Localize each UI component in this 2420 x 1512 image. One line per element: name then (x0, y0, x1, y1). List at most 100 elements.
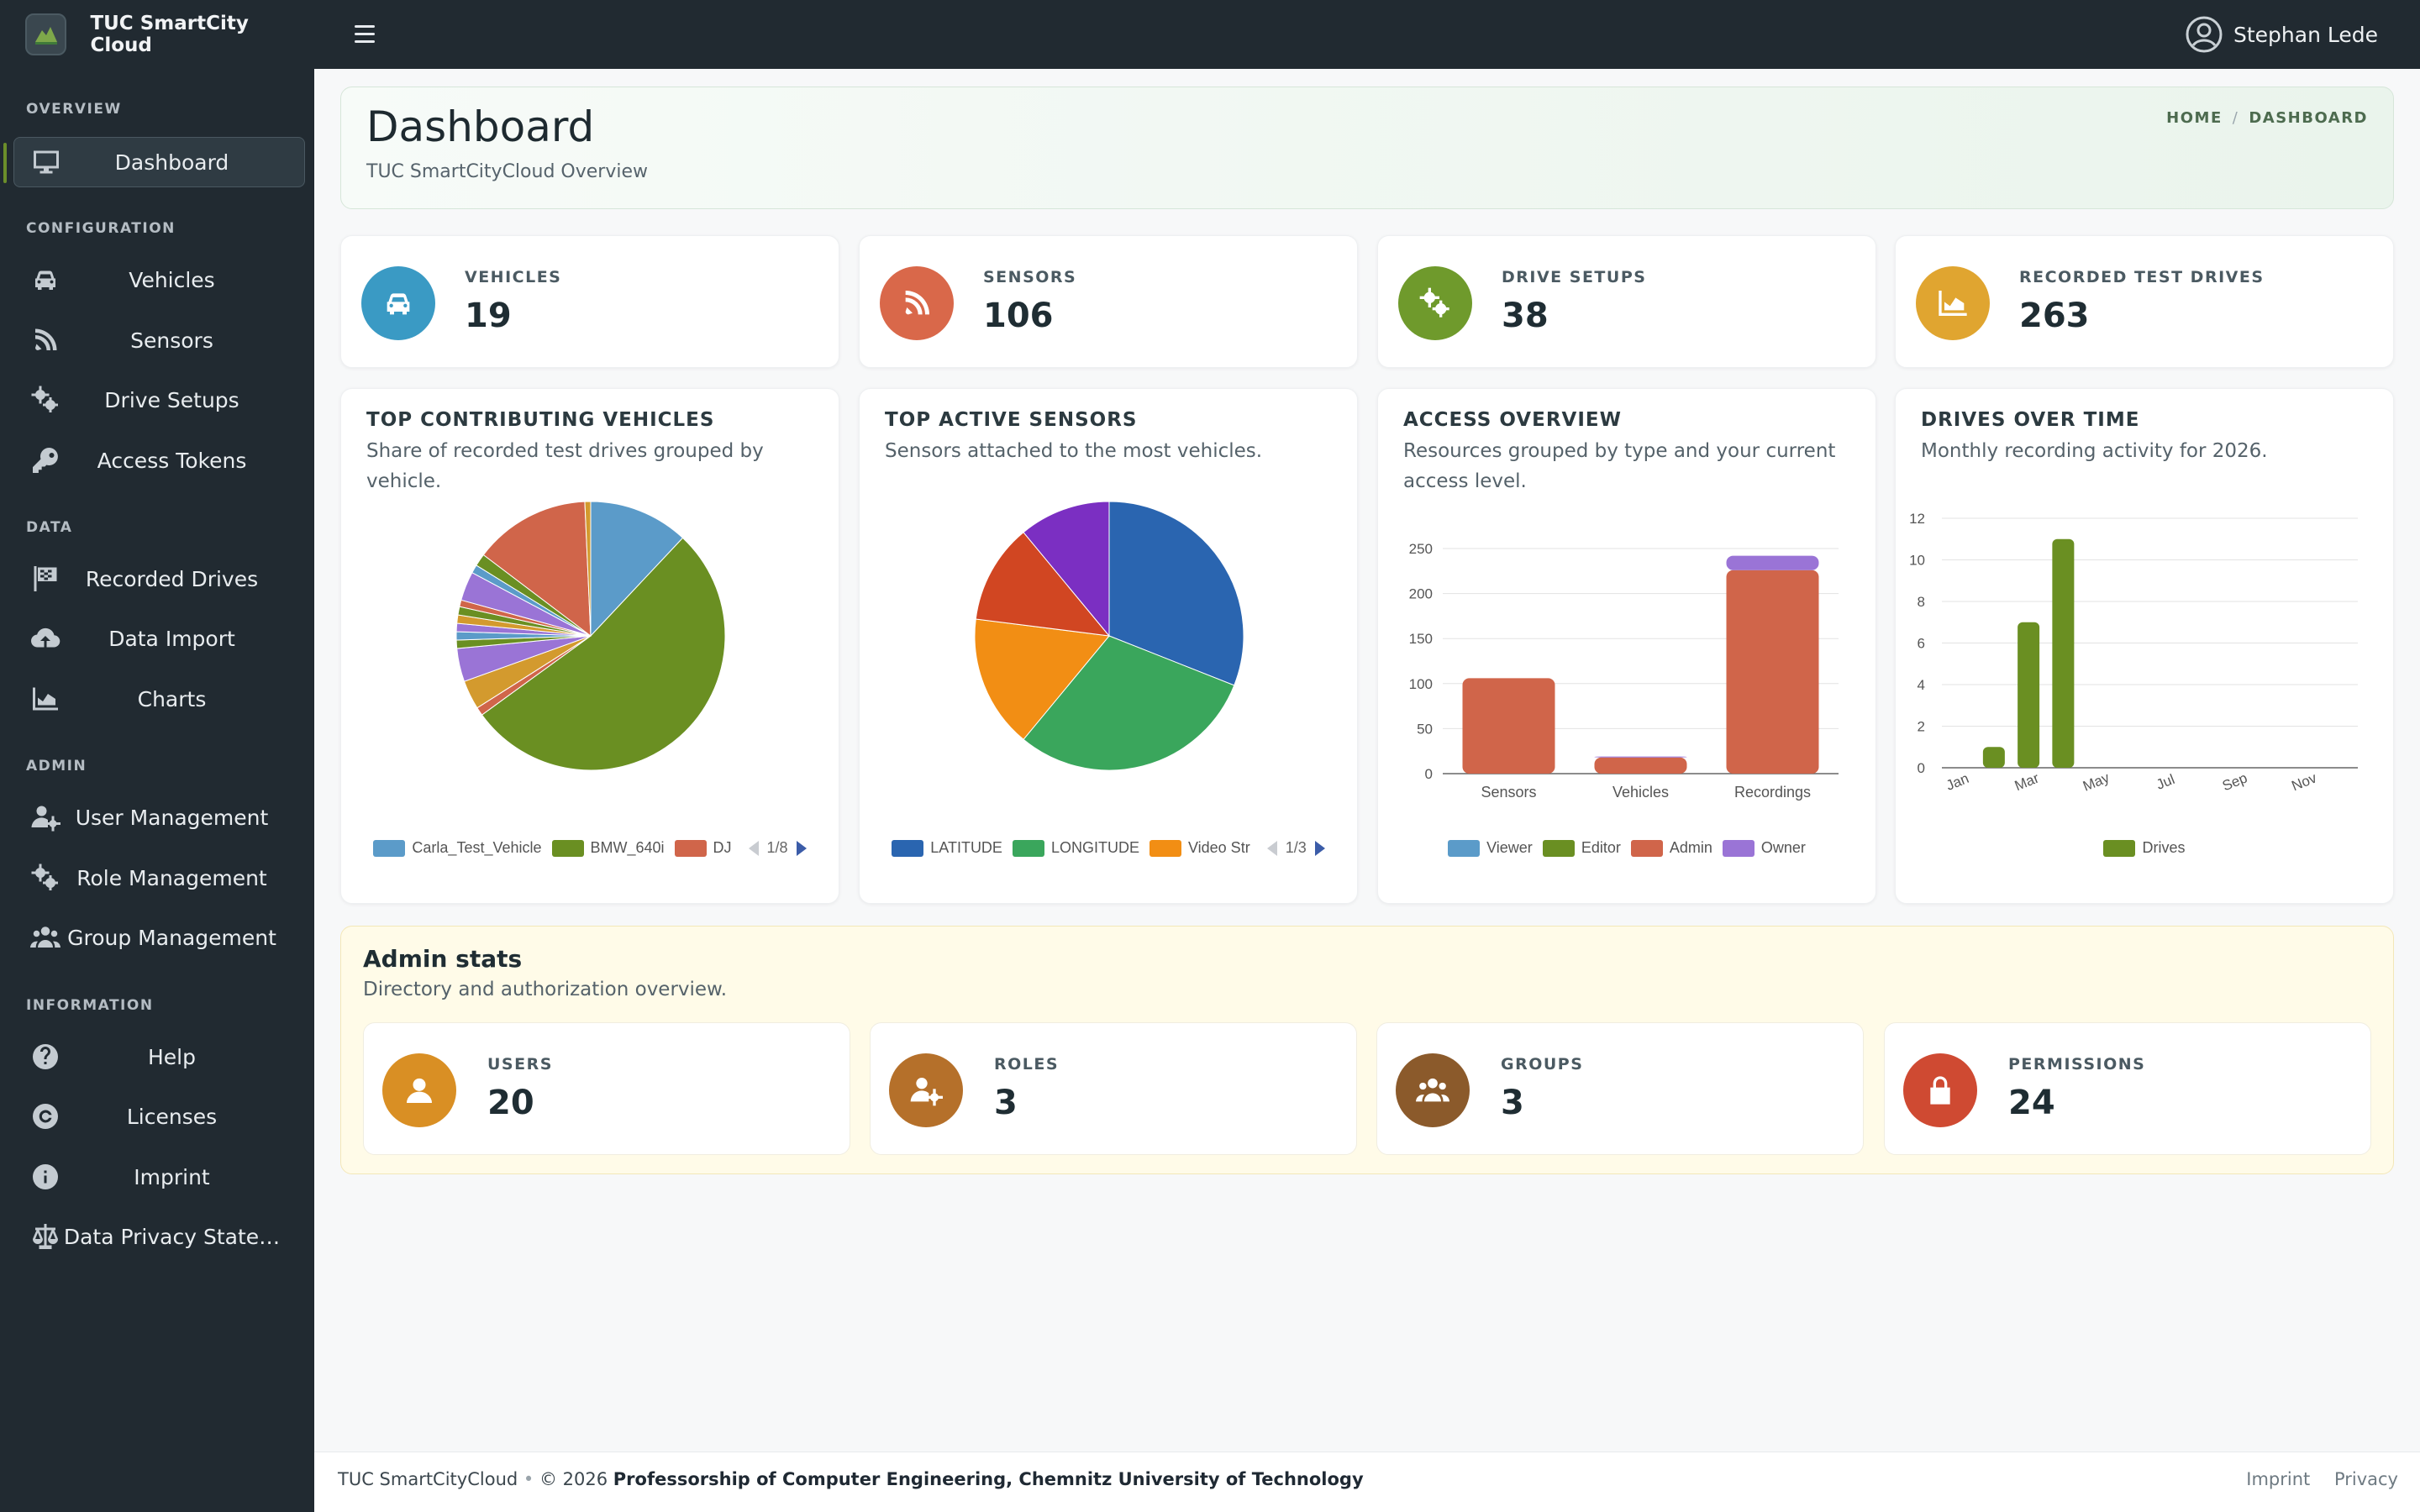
pie-slice[interactable] (974, 618, 1110, 740)
legend-item[interactable]: DJ (674, 839, 732, 857)
card-title: TOP CONTRIBUTING VEHICLES (366, 409, 715, 431)
legend-item[interactable]: Carla_Test_Vehicle (373, 839, 542, 857)
users-icon (1396, 1053, 1470, 1127)
pie-slice[interactable] (590, 501, 684, 638)
y-tick-label: 100 (1409, 676, 1433, 692)
sidebar-item-label: Dashboard (114, 150, 229, 175)
sidebar-item-recorded-drives[interactable]: Recorded Drives (13, 554, 305, 604)
key-icon (29, 444, 62, 477)
bar[interactable] (1594, 756, 1687, 758)
stat-card-recorded-drives[interactable]: RECORDED TEST DRIVES 263 (1895, 235, 2394, 368)
stat-label: VEHICLES (465, 268, 562, 286)
sidebar-item-data-import[interactable]: Data Import (13, 613, 305, 664)
stat-card-sensors[interactable]: SENSORS 106 (859, 235, 1358, 368)
admin-card-roles[interactable]: ROLES 3 (870, 1022, 1357, 1155)
sidebar-item-imprint[interactable]: Imprint (13, 1152, 305, 1202)
topbar: Stephan Lede (314, 0, 2420, 69)
user-gear-icon (889, 1053, 963, 1127)
breadcrumb-home[interactable]: HOME (2166, 109, 2223, 127)
sidebar-item-vehicles[interactable]: Vehicles (13, 255, 305, 305)
legend-item[interactable]: Owner (1722, 839, 1806, 857)
sidebar-item-label: Licenses (126, 1104, 218, 1129)
bar[interactable] (1982, 747, 2005, 768)
user-gear-icon (29, 801, 62, 834)
card-access-overview: 0 50 100 150 200 250 Sensors Vehicles Recordings… (1377, 388, 1876, 904)
sidebar-item-user-management[interactable]: User Management (13, 792, 305, 843)
sidebar-item-charts[interactable]: Charts (13, 674, 305, 724)
legend-item[interactable]: BMW_640i (551, 839, 665, 857)
pie-slice[interactable] (482, 501, 592, 638)
cloud-upload-icon (29, 622, 62, 655)
sidebar-item-dashboard[interactable]: Dashboard (3, 137, 305, 187)
legend-prev-icon[interactable] (748, 840, 759, 856)
legend-item[interactable]: Video Str (1149, 839, 1250, 857)
legend-item[interactable]: Drives (2103, 839, 2186, 857)
sidebar-item-group-management[interactable]: Group Management (13, 912, 305, 963)
page-header: Dashboard TUC SmartCityCloud Overview HO… (340, 87, 2394, 209)
admin-subtitle: Directory and authorization overview. (363, 979, 728, 1000)
bar[interactable] (2052, 538, 2075, 768)
pie-slice[interactable] (584, 501, 592, 637)
pie-slice[interactable] (481, 537, 726, 771)
stat-card-drive-setups[interactable]: DRIVE SETUPS 38 (1377, 235, 1876, 368)
gears-icon (29, 383, 62, 417)
legend-page: 1/8 (766, 839, 788, 856)
sidebar-item-licenses[interactable]: Licenses (13, 1091, 305, 1142)
sidebar-item-access-tokens[interactable]: Access Tokens (13, 435, 305, 486)
section-admin: ADMIN (26, 758, 87, 774)
stat-card-vehicles[interactable]: VEHICLES 19 (340, 235, 839, 368)
pie-slice[interactable] (975, 532, 1111, 637)
info-circle-icon (29, 1160, 62, 1194)
sidebar-item-sensors[interactable]: Sensors (13, 315, 305, 365)
legend-item[interactable]: Viewer (1448, 839, 1533, 857)
pie-slice[interactable] (1023, 635, 1235, 771)
sidebar-item-drive-setups[interactable]: Drive Setups (13, 375, 305, 425)
legend-next-icon[interactable] (796, 840, 807, 856)
lock-icon (1903, 1053, 1977, 1127)
sidebar-item-privacy[interactable]: Data Privacy State… (13, 1211, 305, 1262)
bar[interactable] (2018, 622, 2040, 768)
section-information: INFORMATION (26, 997, 154, 1014)
legend-next-icon[interactable] (1314, 840, 1325, 856)
stat-label: USERS (487, 1055, 553, 1074)
bar[interactable] (1726, 555, 1819, 570)
y-tick-label: 0 (1425, 766, 1433, 782)
bar[interactable] (1726, 570, 1819, 774)
sidebar-item-role-management[interactable]: Role Management (13, 853, 305, 903)
y-tick-label: 150 (1409, 631, 1433, 647)
vehicles-pie-chart (455, 501, 726, 771)
brand-logo (25, 13, 67, 55)
pie-slice[interactable] (1023, 501, 1110, 638)
legend-item[interactable]: Editor (1542, 839, 1621, 857)
admin-card-groups[interactable]: GROUPS 3 (1376, 1022, 1864, 1155)
bar[interactable] (1594, 757, 1687, 774)
admin-card-permissions[interactable]: PERMISSIONS 24 (1884, 1022, 2371, 1155)
footer-privacy-link[interactable]: Privacy (2333, 1469, 2398, 1489)
legend-item[interactable]: LATITUDE (892, 839, 1002, 857)
legend-prev-icon[interactable] (1266, 840, 1277, 856)
sidebar-item-help[interactable]: Help (13, 1032, 305, 1082)
chart-area-icon (29, 682, 62, 716)
chart-area-icon (1916, 266, 1990, 340)
legend-item[interactable]: LONGITUDE (1012, 839, 1139, 857)
section-data: DATA (26, 519, 73, 536)
footer-imprint-link[interactable]: Imprint (2246, 1469, 2311, 1489)
admin-card-users[interactable]: USERS 20 (363, 1022, 850, 1155)
chart-legend: LATITUDE LONGITUDE Video Str 1/3 (860, 839, 1357, 857)
chart-legend: Viewer Editor Admin Owner (1378, 839, 1876, 857)
sidebar-item-label: Recorded Drives (85, 566, 259, 591)
user-menu[interactable]: Stephan Lede (2185, 15, 2378, 54)
footer-org[interactable]: Professorship of Computer Engineering, C… (613, 1469, 1364, 1489)
legend-item[interactable]: Admin (1630, 839, 1712, 857)
hamburger-menu-icon[interactable] (355, 25, 375, 44)
stat-value: 3 (1501, 1084, 1524, 1122)
pie-slice[interactable] (1108, 501, 1244, 686)
brand[interactable]: TUC SmartCity Cloud (0, 0, 314, 69)
x-tick-label: Sensors (1481, 784, 1536, 801)
bar[interactable] (1462, 678, 1555, 774)
users-icon (29, 921, 62, 954)
card-title: DRIVES OVER TIME (1921, 409, 2140, 431)
car-icon (29, 263, 62, 297)
footer-copyright: © 2026 (539, 1469, 608, 1489)
user-icon (382, 1053, 456, 1127)
